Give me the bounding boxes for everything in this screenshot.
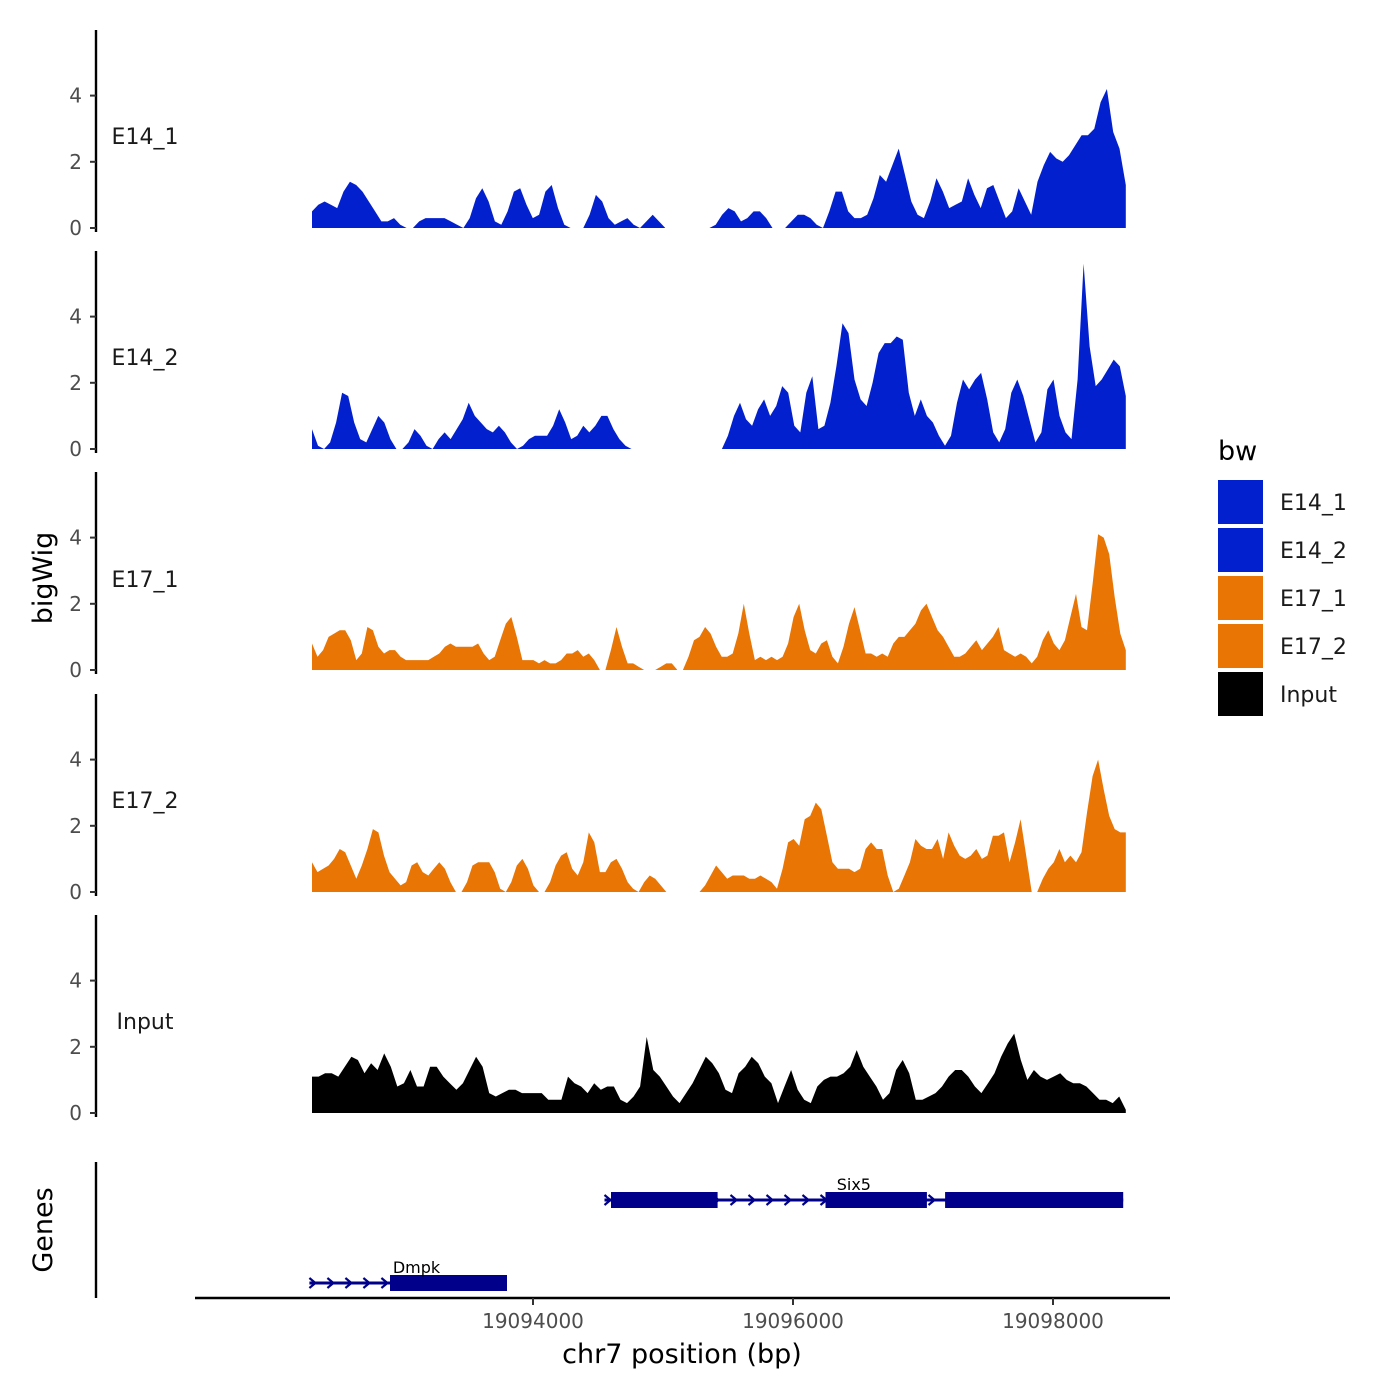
y-tick-label: 4 — [69, 748, 82, 772]
y-tick-label: 4 — [69, 84, 82, 108]
legend-items: E14_1 E14_2 E17_1 E17_2 Input — [1218, 480, 1347, 716]
track-label-e14-1: E14_1 — [112, 125, 179, 150]
strand-arrow — [801, 1194, 811, 1206]
legend-swatch — [1218, 480, 1263, 524]
gene-exon — [825, 1192, 927, 1208]
y-tick-label: 0 — [69, 880, 82, 904]
gene-dmpk: Dmpk — [308, 1258, 507, 1291]
y-tick-label: 2 — [69, 592, 82, 616]
y-tick-label: 0 — [69, 437, 82, 461]
legend-swatch — [1218, 624, 1263, 668]
strand-arrow — [326, 1277, 336, 1289]
x-tick-label: 19096000 — [742, 1309, 844, 1333]
y-tick-label: 2 — [69, 150, 82, 174]
x-axis-ticks: 19094000 19096000 19098000 — [482, 1298, 1104, 1333]
y-axis-title: bigWig — [28, 532, 59, 625]
gene-label: Six5 — [837, 1175, 871, 1194]
x-tick-label: 19098000 — [1002, 1309, 1104, 1333]
signal-tracks: 0 2 4 0 2 4 0 2 4 0 2 4 0 2 4 — [69, 30, 1126, 1125]
y-tick-label: 4 — [69, 969, 82, 993]
y-tick-label: 0 — [69, 658, 82, 682]
strand-arrow — [308, 1277, 318, 1289]
y-tick-label: 2 — [69, 814, 82, 838]
strand-arrow — [927, 1194, 937, 1206]
strand-arrow — [747, 1194, 757, 1206]
gene-exon — [390, 1275, 507, 1291]
gene-track-title: Genes — [28, 1187, 59, 1272]
y-tick-label: 2 — [69, 371, 82, 395]
legend-item-e17-2: E17_2 — [1218, 624, 1347, 668]
track-label-e17-1: E17_1 — [112, 568, 179, 593]
y-tick-label: 4 — [69, 526, 82, 550]
strand-arrow — [380, 1277, 390, 1289]
gene-track: Dmpk Six5 — [308, 1175, 1124, 1291]
legend-label: E14_2 — [1280, 539, 1347, 564]
signal-area-e14-1 — [312, 89, 1126, 228]
legend-swatch — [1218, 672, 1263, 716]
signal-area-e14-2 — [312, 263, 1126, 449]
legend-item-e14-2: E14_2 — [1218, 528, 1347, 572]
gene-exon — [611, 1192, 718, 1208]
x-tick-label: 19094000 — [482, 1309, 584, 1333]
legend-label: E17_1 — [1280, 587, 1347, 612]
strand-arrow — [344, 1277, 354, 1289]
signal-area-e17-2 — [312, 759, 1126, 892]
track-e17-2: 0 2 4 — [69, 694, 1126, 904]
y-tick-label: 0 — [69, 216, 82, 240]
track-e17-1: 0 2 4 — [69, 472, 1126, 682]
track-input: 0 2 4 — [69, 915, 1126, 1125]
legend: bw E14_1 E14_2 E17_1 E17_2 Input — [1218, 436, 1347, 716]
legend-swatch — [1218, 576, 1263, 620]
legend-title: bw — [1218, 436, 1257, 467]
track-label-e17-2: E17_2 — [112, 789, 179, 814]
gene-exon — [945, 1192, 1124, 1208]
legend-swatch — [1218, 528, 1263, 572]
strand-arrow — [783, 1194, 793, 1206]
y-tick-label: 2 — [69, 1035, 82, 1059]
gene-label: Dmpk — [393, 1258, 441, 1277]
legend-item-e14-1: E14_1 — [1218, 480, 1347, 524]
x-axis-title: chr7 position (bp) — [562, 1339, 802, 1370]
signal-area-input — [312, 1033, 1126, 1113]
strand-arrow — [765, 1194, 775, 1206]
track-e14-1: 0 2 4 — [69, 30, 1126, 240]
legend-label: E17_2 — [1280, 635, 1347, 660]
legend-item-e17-1: E17_1 — [1218, 576, 1347, 620]
y-tick-label: 0 — [69, 1101, 82, 1125]
track-e14-2: 0 2 4 — [69, 251, 1126, 461]
legend-label: Input — [1280, 683, 1337, 708]
track-label-input: Input — [117, 1010, 174, 1035]
track-label-e14-2: E14_2 — [112, 346, 179, 371]
strand-arrow — [362, 1277, 372, 1289]
signal-area-e17-1 — [312, 534, 1126, 670]
strand-arrow — [729, 1194, 739, 1206]
gene-six5: Six5 — [603, 1175, 1124, 1208]
y-tick-label: 4 — [69, 305, 82, 329]
legend-label: E14_1 — [1280, 491, 1347, 516]
legend-item-input: Input — [1218, 672, 1337, 716]
strand-arrow — [603, 1194, 613, 1206]
